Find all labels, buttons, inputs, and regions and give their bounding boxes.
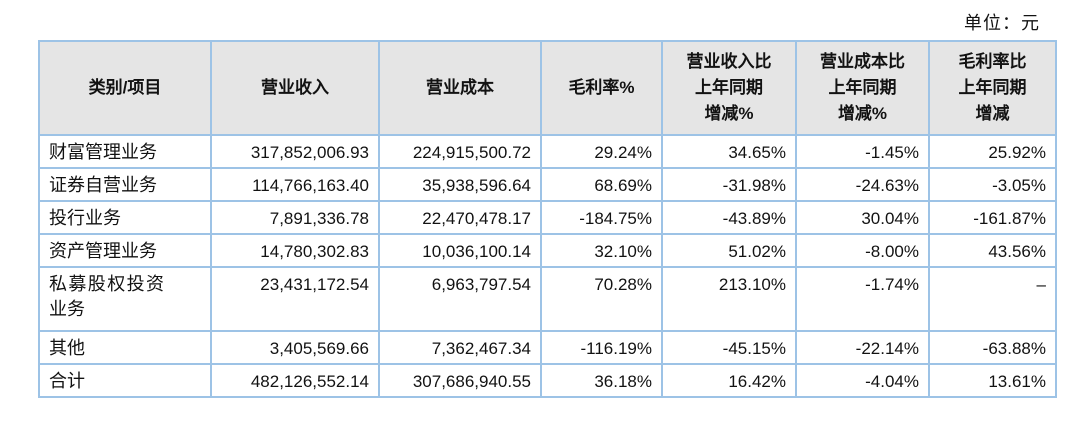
col-header-gross-margin: 毛利率% <box>540 40 663 136</box>
cell-margin-yoy: 13.61% <box>928 363 1057 398</box>
cell-revenue-yoy: -43.89% <box>661 200 797 235</box>
cell-cost-yoy: -24.63% <box>795 167 930 202</box>
row-label: 合计 <box>38 363 212 398</box>
cell-cost-yoy: -8.00% <box>795 233 930 268</box>
cell-cost-yoy: -1.45% <box>795 134 930 169</box>
col-header-cost-yoy: 营业成本比 上年同期 增减% <box>795 40 930 136</box>
cell-cost-yoy: -1.74% <box>795 266 930 332</box>
cell-revenue-yoy: 16.42% <box>661 363 797 398</box>
row-label: 证券自营业务 <box>38 167 212 202</box>
cell-cost-yoy: -22.14% <box>795 330 930 365</box>
col-header-category: 类别/项目 <box>38 40 212 136</box>
segment-results-table: 类别/项目 营业收入 营业成本 毛利率% 营业收入比 上年同期 增减% 营业成本… <box>38 40 1057 398</box>
cell-revenue-yoy: -45.15% <box>661 330 797 365</box>
col-header-cost: 营业成本 <box>378 40 542 136</box>
col-header-revenue-yoy: 营业收入比 上年同期 增减% <box>661 40 797 136</box>
cell-revenue-yoy: 51.02% <box>661 233 797 268</box>
table-row-total: 合计 482,126,552.14 307,686,940.55 36.18% … <box>38 363 1057 398</box>
cell-revenue: 7,891,336.78 <box>210 200 380 235</box>
cell-cost: 307,686,940.55 <box>378 363 542 398</box>
table-row-private-equity: 私募股权投资业务 23,431,172.54 6,963,797.54 70.2… <box>38 266 1057 332</box>
row-label: 私募股权投资业务 <box>38 266 212 332</box>
cell-margin-yoy: -63.88% <box>928 330 1057 365</box>
cell-gross-margin: 32.10% <box>540 233 663 268</box>
cell-revenue: 23,431,172.54 <box>210 266 380 332</box>
header-row: 类别/项目 营业收入 营业成本 毛利率% 营业收入比 上年同期 增减% 营业成本… <box>38 40 1057 136</box>
cell-cost-yoy: -4.04% <box>795 363 930 398</box>
cell-cost: 10,036,100.14 <box>378 233 542 268</box>
unit-label: 单位：元 <box>964 13 1040 33</box>
cell-gross-margin: 29.24% <box>540 134 663 169</box>
cell-cost: 22,470,478.17 <box>378 200 542 235</box>
cell-gross-margin: 36.18% <box>540 363 663 398</box>
cell-cost-yoy: 30.04% <box>795 200 930 235</box>
row-label: 财富管理业务 <box>38 134 212 169</box>
table-row-wealth-management: 财富管理业务 317,852,006.93 224,915,500.72 29.… <box>38 134 1057 169</box>
cell-revenue-yoy: -31.98% <box>661 167 797 202</box>
cell-revenue: 114,766,163.40 <box>210 167 380 202</box>
row-label: 投行业务 <box>38 200 212 235</box>
cell-revenue-yoy: 213.10% <box>661 266 797 332</box>
cell-margin-yoy: 25.92% <box>928 134 1057 169</box>
cell-cost: 35,938,596.64 <box>378 167 542 202</box>
cell-margin-yoy: 43.56% <box>928 233 1057 268</box>
cell-gross-margin: -184.75% <box>540 200 663 235</box>
table-row-other: 其他 3,405,569.66 7,362,467.34 -116.19% -4… <box>38 330 1057 365</box>
cell-gross-margin: 70.28% <box>540 266 663 332</box>
col-header-margin-yoy: 毛利率比 上年同期 增减 <box>928 40 1057 136</box>
cell-revenue: 482,126,552.14 <box>210 363 380 398</box>
table-row-investment-banking: 投行业务 7,891,336.78 22,470,478.17 -184.75%… <box>38 200 1057 235</box>
table-header: 类别/项目 营业收入 营业成本 毛利率% 营业收入比 上年同期 增减% 营业成本… <box>38 40 1057 136</box>
col-header-revenue: 营业收入 <box>210 40 380 136</box>
cell-revenue: 317,852,006.93 <box>210 134 380 169</box>
cell-revenue: 14,780,302.83 <box>210 233 380 268</box>
cell-margin-yoy: -3.05% <box>928 167 1057 202</box>
row-label: 资产管理业务 <box>38 233 212 268</box>
cell-revenue: 3,405,569.66 <box>210 330 380 365</box>
table-body: 财富管理业务 317,852,006.93 224,915,500.72 29.… <box>38 134 1057 398</box>
cell-cost: 224,915,500.72 <box>378 134 542 169</box>
cell-revenue-yoy: 34.65% <box>661 134 797 169</box>
table-row-asset-management: 资产管理业务 14,780,302.83 10,036,100.14 32.10… <box>38 233 1057 268</box>
table-row-proprietary-trading: 证券自营业务 114,766,163.40 35,938,596.64 68.6… <box>38 167 1057 202</box>
cell-gross-margin: -116.19% <box>540 330 663 365</box>
cell-margin-yoy: – <box>928 266 1057 332</box>
cell-cost: 6,963,797.54 <box>378 266 542 332</box>
cell-margin-yoy: -161.87% <box>928 200 1057 235</box>
cell-cost: 7,362,467.34 <box>378 330 542 365</box>
row-label: 其他 <box>38 330 212 365</box>
cell-gross-margin: 68.69% <box>540 167 663 202</box>
